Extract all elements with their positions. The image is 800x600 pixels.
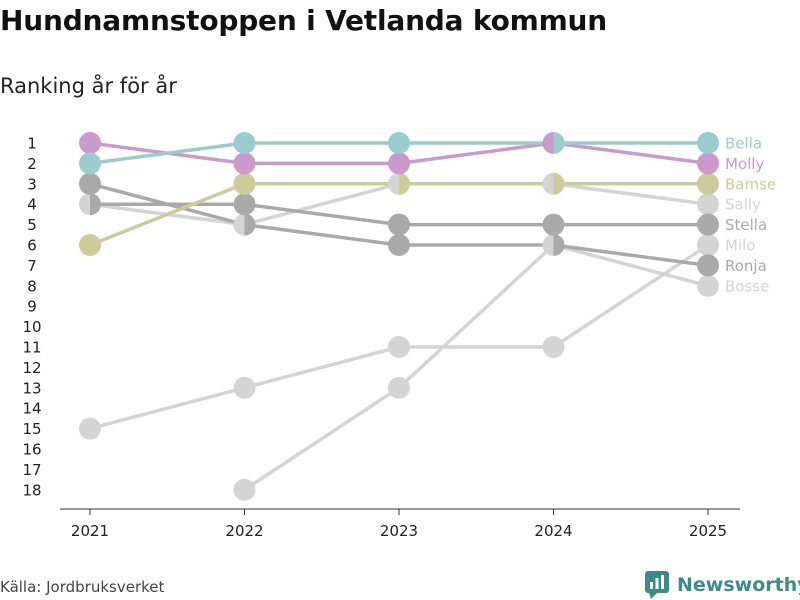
data-point-milo <box>233 376 256 399</box>
series-label-sally: Sally <box>725 196 761 214</box>
data-point-bella <box>233 132 256 154</box>
y-tick-label: 7 <box>27 257 37 275</box>
data-point-bamse <box>79 234 101 256</box>
y-tick-label: 5 <box>27 216 37 234</box>
data-point-molly <box>542 132 554 154</box>
series-points <box>79 132 719 501</box>
data-point-stella <box>697 213 719 236</box>
data-point-bosse <box>388 376 410 399</box>
y-tick-label: 16 <box>22 441 41 459</box>
data-point-sally <box>233 213 245 236</box>
data-point-bella <box>553 132 565 154</box>
data-point-sally <box>388 172 399 195</box>
brand-name: Newsworthy <box>677 574 800 596</box>
data-point-milo <box>697 234 719 256</box>
data-point-ronja <box>79 172 101 195</box>
data-point-molly <box>697 152 719 175</box>
x-tick-label: 2023 <box>380 522 418 540</box>
series-lines <box>89 141 709 492</box>
x-tick-label: 2025 <box>689 522 727 540</box>
series-line-bosse <box>243 243 709 492</box>
series-label-stella: Stella <box>725 216 767 234</box>
data-point-bella <box>697 132 719 154</box>
data-point-milo <box>542 336 565 358</box>
brand-logo: Newsworthy <box>645 570 800 600</box>
newsworthy-logo-icon <box>645 571 669 599</box>
data-point-molly <box>388 152 410 175</box>
data-point-ronja <box>388 234 410 256</box>
y-tick-label: 17 <box>22 461 41 479</box>
x-tick-label: 2024 <box>534 522 572 540</box>
data-point-ronja <box>697 254 719 277</box>
y-tick-label: 15 <box>22 420 41 438</box>
data-point-bamse <box>553 172 565 195</box>
y-tick-label: 9 <box>27 298 37 316</box>
y-tick-label: 10 <box>22 318 41 336</box>
y-tick-label: 1 <box>27 135 37 153</box>
y-tick-label: 13 <box>22 379 41 397</box>
data-point-bella <box>388 132 410 154</box>
data-point-bella <box>79 152 101 175</box>
y-tick-label: 12 <box>22 359 41 377</box>
series-label-ronja: Ronja <box>725 257 767 275</box>
y-tick-label: 18 <box>22 481 41 499</box>
series-label-bosse: Bosse <box>725 277 769 295</box>
data-point-stella <box>388 213 410 236</box>
y-tick-label: 11 <box>22 339 41 357</box>
y-tick-label: 14 <box>22 400 41 418</box>
data-point-stella <box>233 193 256 216</box>
data-point-bosse <box>697 274 719 297</box>
data-point-stella <box>90 193 101 216</box>
data-point-ronja <box>553 234 565 256</box>
x-tick-label: 2022 <box>225 522 263 540</box>
y-tick-label: 4 <box>27 196 37 214</box>
data-point-molly <box>233 152 256 175</box>
data-point-bamse <box>697 172 719 195</box>
y-tick-label: 6 <box>27 237 37 255</box>
series-label-bella: Bella <box>725 135 762 153</box>
data-point-molly <box>79 132 101 154</box>
data-point-milo <box>79 417 101 440</box>
data-point-bamse <box>233 172 256 195</box>
x-tick-label: 2021 <box>71 522 109 540</box>
source-note: Källa: Jordbruksverket <box>0 578 165 596</box>
y-tick-label: 2 <box>27 155 37 173</box>
data-point-milo <box>388 336 410 358</box>
data-point-bosse <box>542 234 554 256</box>
data-point-bamse <box>399 172 410 195</box>
series-labels: Bella Molly Bamse Sally Stella Milo Ronja Bosse <box>725 135 776 296</box>
y-tick-label: 8 <box>27 277 37 295</box>
series-label-milo: Milo <box>725 237 755 255</box>
data-point-sally <box>79 193 90 216</box>
data-point-stella <box>542 213 565 236</box>
y-tick-label: 3 <box>27 175 37 193</box>
series-label-molly: Molly <box>725 155 764 173</box>
series-label-bamse: Bamse <box>725 175 776 193</box>
data-point-bosse <box>233 478 256 501</box>
data-point-ronja <box>244 213 256 236</box>
data-point-sally <box>542 172 554 195</box>
data-point-sally <box>697 193 719 216</box>
chart-subtitle: Ranking år för år <box>0 74 177 98</box>
page-title: Hundnamnstoppen i Vetlanda kommun <box>0 4 608 37</box>
